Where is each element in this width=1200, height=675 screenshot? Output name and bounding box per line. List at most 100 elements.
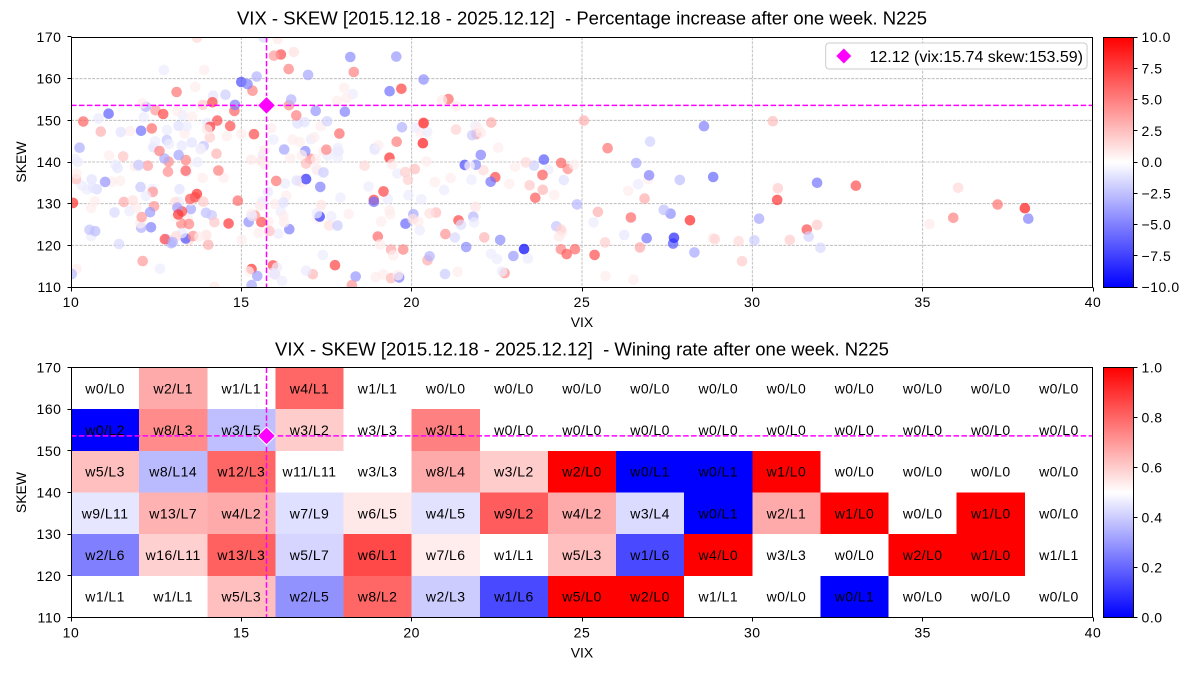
- svg-text:10: 10: [63, 294, 80, 310]
- svg-text:w0/L0: w0/L0: [1038, 505, 1079, 521]
- svg-text:30: 30: [744, 294, 761, 310]
- svg-text:w9/L11: w9/L11: [81, 505, 129, 521]
- svg-text:w3/L5: w3/L5: [220, 422, 261, 438]
- svg-text:VIX: VIX: [571, 645, 594, 661]
- svg-text:w0/L0: w0/L0: [766, 589, 807, 605]
- svg-text:w11/L11: w11/L11: [281, 464, 336, 480]
- svg-text:w1/L1: w1/L1: [697, 589, 738, 605]
- svg-text:−5.0: −5.0: [1142, 217, 1172, 233]
- svg-text:w0/L0: w0/L0: [561, 422, 602, 438]
- svg-text:150: 150: [36, 112, 61, 128]
- svg-text:30: 30: [744, 624, 761, 640]
- svg-text:160: 160: [36, 401, 61, 417]
- svg-text:w8/L4: w8/L4: [425, 464, 466, 480]
- svg-text:w0/L0: w0/L0: [697, 380, 738, 396]
- svg-text:w0/L1: w0/L1: [697, 464, 738, 480]
- svg-text:w0/L0: w0/L0: [561, 380, 602, 396]
- svg-text:w0/L0: w0/L0: [1038, 589, 1079, 605]
- svg-text:SKEW: SKEW: [13, 141, 29, 183]
- svg-text:140: 140: [36, 154, 61, 170]
- svg-text:2.5: 2.5: [1142, 123, 1163, 139]
- svg-text:170: 170: [36, 29, 61, 45]
- svg-text:25: 25: [574, 624, 591, 640]
- svg-text:130: 130: [36, 196, 61, 212]
- svg-text:w2/L1: w2/L1: [766, 505, 807, 521]
- svg-text:7.5: 7.5: [1142, 60, 1163, 76]
- svg-text:−2.5: −2.5: [1142, 185, 1172, 201]
- svg-text:w13/L3: w13/L3: [216, 547, 265, 563]
- svg-text:w0/L1: w0/L1: [697, 505, 738, 521]
- svg-text:160: 160: [36, 71, 61, 87]
- svg-text:w0/L0: w0/L0: [902, 589, 943, 605]
- svg-text:130: 130: [36, 526, 61, 542]
- svg-text:w0/L0: w0/L0: [834, 422, 875, 438]
- svg-text:w2/L0: w2/L0: [902, 547, 943, 563]
- svg-text:w6/L5: w6/L5: [357, 505, 398, 521]
- svg-text:w13/L7: w13/L7: [148, 505, 197, 521]
- svg-text:w5/L3: w5/L3: [84, 464, 125, 480]
- svg-text:w0/L0: w0/L0: [970, 464, 1011, 480]
- svg-text:1.0: 1.0: [1142, 360, 1163, 376]
- svg-text:w1/L6: w1/L6: [493, 589, 534, 605]
- svg-text:w3/L3: w3/L3: [357, 464, 398, 480]
- svg-text:w0/L0: w0/L0: [970, 589, 1011, 605]
- svg-text:w3/L1: w3/L1: [425, 422, 466, 438]
- svg-text:12.12 (vix:15.74 skew:153.59): 12.12 (vix:15.74 skew:153.59): [870, 49, 1083, 66]
- svg-text:w0/L0: w0/L0: [834, 464, 875, 480]
- svg-text:w2/L6: w2/L6: [84, 547, 125, 563]
- svg-text:140: 140: [36, 485, 61, 501]
- svg-text:40: 40: [1085, 294, 1102, 310]
- svg-text:w4/L5: w4/L5: [425, 505, 466, 521]
- svg-text:−7.5: −7.5: [1142, 248, 1172, 264]
- svg-text:15: 15: [233, 294, 250, 310]
- svg-text:20: 20: [403, 624, 420, 640]
- svg-text:110: 110: [38, 279, 62, 295]
- svg-text:VIX - SKEW [2015.12.18 - 2025.: VIX - SKEW [2015.12.18 - 2025.12.12] - P…: [237, 8, 927, 29]
- svg-text:0.8: 0.8: [1142, 410, 1163, 426]
- svg-text:w0/L0: w0/L0: [493, 422, 534, 438]
- svg-text:0.0: 0.0: [1142, 610, 1163, 626]
- svg-text:w0/L0: w0/L0: [1038, 422, 1079, 438]
- svg-text:w1/L1: w1/L1: [493, 547, 534, 563]
- svg-text:w0/L0: w0/L0: [1038, 464, 1079, 480]
- svg-text:w8/L3: w8/L3: [152, 422, 193, 438]
- svg-text:w4/L2: w4/L2: [561, 505, 602, 521]
- svg-text:w0/L0: w0/L0: [766, 422, 807, 438]
- svg-text:w1/L0: w1/L0: [970, 547, 1011, 563]
- svg-text:40: 40: [1085, 624, 1102, 640]
- svg-text:VIX: VIX: [571, 314, 594, 330]
- svg-text:150: 150: [36, 443, 61, 459]
- svg-text:w1/L0: w1/L0: [766, 464, 807, 480]
- svg-text:0.4: 0.4: [1142, 510, 1163, 526]
- svg-text:w1/L1: w1/L1: [1038, 547, 1079, 563]
- svg-text:10: 10: [63, 624, 80, 640]
- svg-text:VIX - SKEW [2015.12.18 - 2025.: VIX - SKEW [2015.12.18 - 2025.12.12] - W…: [275, 338, 889, 359]
- svg-text:110: 110: [38, 610, 62, 626]
- svg-text:w3/L3: w3/L3: [766, 547, 807, 563]
- svg-text:w0/L1: w0/L1: [629, 464, 670, 480]
- svg-text:25: 25: [574, 294, 591, 310]
- svg-text:w1/L1: w1/L1: [152, 589, 193, 605]
- svg-text:15: 15: [233, 624, 250, 640]
- svg-text:w0/L0: w0/L0: [970, 380, 1011, 396]
- svg-text:w5/L3: w5/L3: [220, 589, 261, 605]
- svg-text:w3/L4: w3/L4: [629, 505, 670, 521]
- svg-text:35: 35: [914, 294, 931, 310]
- svg-text:w2/L1: w2/L1: [152, 380, 193, 396]
- svg-text:120: 120: [36, 568, 61, 584]
- svg-text:w0/L0: w0/L0: [902, 464, 943, 480]
- svg-text:w8/L14: w8/L14: [148, 464, 197, 480]
- svg-text:−10.0: −10.0: [1142, 279, 1180, 295]
- svg-text:0.6: 0.6: [1142, 460, 1163, 476]
- svg-text:w7/L6: w7/L6: [425, 547, 466, 563]
- svg-text:w2/L0: w2/L0: [629, 589, 670, 605]
- svg-text:w8/L2: w8/L2: [357, 589, 398, 605]
- svg-text:w0/L0: w0/L0: [834, 547, 875, 563]
- svg-text:w5/L3: w5/L3: [561, 547, 602, 563]
- svg-text:w0/L0: w0/L0: [834, 380, 875, 396]
- svg-text:w1/L1: w1/L1: [220, 380, 261, 396]
- svg-text:170: 170: [36, 360, 61, 376]
- svg-text:w4/L0: w4/L0: [697, 547, 738, 563]
- svg-text:w0/L1: w0/L1: [834, 589, 875, 605]
- svg-text:w4/L1: w4/L1: [289, 380, 330, 396]
